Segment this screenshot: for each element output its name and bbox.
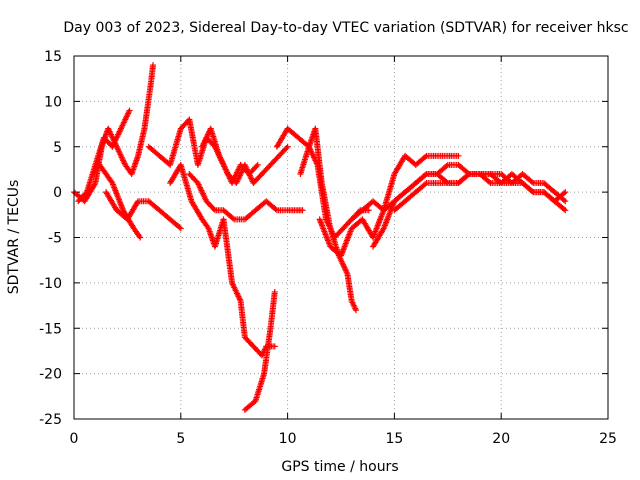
data-point	[352, 307, 359, 314]
data-point	[422, 172, 429, 179]
y-tick-label: -20	[39, 367, 62, 383]
grid	[74, 56, 608, 419]
data-point	[229, 215, 236, 222]
data-point	[562, 189, 569, 196]
x-axis-label: GPS time / hours	[281, 459, 398, 475]
data-point	[560, 190, 567, 197]
data-point	[443, 163, 450, 170]
data-point	[284, 143, 291, 150]
data-point	[496, 178, 503, 185]
data-point	[271, 343, 278, 350]
data-point	[253, 163, 260, 170]
data-point	[126, 107, 133, 114]
y-tick-label: -10	[39, 276, 62, 292]
data-point	[560, 206, 567, 213]
data-point	[177, 225, 184, 232]
x-tick-label: 5	[176, 431, 185, 447]
data-point	[210, 205, 217, 212]
y-tick-label: -5	[48, 231, 62, 247]
data-point	[150, 62, 157, 69]
data-point	[271, 288, 278, 295]
y-tick-label: 5	[53, 140, 62, 156]
x-tick-label: 25	[599, 431, 617, 447]
data-point	[464, 172, 471, 179]
data-point	[562, 207, 569, 214]
x-tick-label: 0	[70, 431, 79, 447]
data-point	[137, 234, 144, 241]
data-point	[134, 199, 141, 206]
y-tick-label: 10	[44, 94, 62, 110]
data-point	[254, 161, 261, 168]
y-tick-label: 15	[44, 49, 62, 65]
data-point	[528, 178, 535, 185]
data-point	[283, 145, 290, 152]
chart-title: Day 003 of 2023, Sidereal Day-to-day VTE…	[63, 20, 628, 36]
data-point	[486, 178, 493, 185]
plot-frame	[73, 55, 609, 420]
data-point	[562, 198, 569, 205]
data-point	[365, 207, 372, 214]
x-tick-label: 15	[385, 431, 403, 447]
data-markers	[71, 62, 569, 413]
x-tick-label: 10	[279, 431, 297, 447]
y-axis-label: SDTVAR / TECUs	[6, 180, 22, 295]
data-point	[422, 153, 429, 160]
data-point	[560, 197, 567, 204]
y-tick-label: -15	[39, 321, 62, 337]
y-tick-label: -25	[39, 412, 62, 428]
data-point	[299, 207, 306, 214]
data-point	[176, 224, 183, 231]
y-tick-label: 0	[53, 185, 62, 201]
data-point	[528, 187, 535, 194]
data-point	[272, 206, 279, 213]
x-tick-label: 20	[492, 431, 510, 447]
data-point	[455, 152, 462, 159]
data-point	[91, 181, 98, 188]
data-point	[422, 181, 429, 188]
